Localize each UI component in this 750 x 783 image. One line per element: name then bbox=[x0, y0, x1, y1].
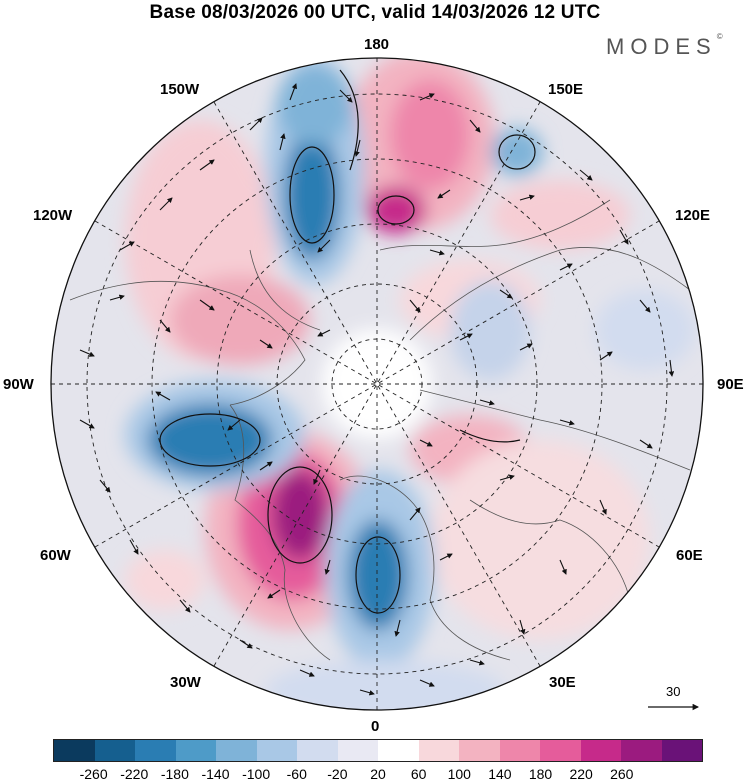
colorbar-swatch bbox=[418, 740, 459, 761]
map-boundary bbox=[50, 57, 704, 711]
colorbar-swatch bbox=[216, 740, 257, 761]
colorbar-swatch bbox=[94, 740, 135, 761]
colorbar-swatch bbox=[54, 740, 95, 761]
lon-label-30w: 30W bbox=[170, 674, 201, 691]
colorbar-tick-label: 100 bbox=[447, 766, 471, 782]
colorbar-swatch bbox=[540, 740, 581, 761]
coastlines bbox=[69, 199, 691, 661]
anomaly-field bbox=[51, 58, 703, 710]
colorbar-tick-label: -140 bbox=[201, 766, 230, 782]
colorbar-tick-label: 180 bbox=[528, 766, 553, 782]
colorbar-tick-label: 140 bbox=[488, 766, 512, 782]
colorbar-swatch bbox=[378, 740, 419, 761]
lon-label-180: 180 bbox=[364, 36, 390, 53]
colorbar bbox=[53, 739, 703, 762]
colorbar-swatch bbox=[175, 740, 216, 761]
colorbar-swatch bbox=[661, 740, 702, 761]
lon-label-90w: 90W bbox=[3, 376, 34, 393]
colorbar-swatch bbox=[499, 740, 540, 761]
brand-name: MODES bbox=[606, 34, 717, 59]
colorbar-swatch bbox=[459, 740, 500, 761]
wind-vectors bbox=[79, 83, 675, 696]
lon-label-120e: 120E bbox=[675, 207, 711, 224]
reference-vector-label: 30 bbox=[666, 684, 681, 699]
lon-label-120w: 120W bbox=[33, 207, 73, 224]
colorbar-tick-label: -60 bbox=[286, 766, 307, 782]
modes-logo: MODES© bbox=[606, 32, 723, 60]
colorbar-swatch bbox=[297, 740, 338, 761]
colorbar-tick-label: -220 bbox=[120, 766, 149, 782]
colorbar-swatch bbox=[135, 740, 176, 761]
lon-label-150w: 150W bbox=[160, 81, 200, 98]
colorbar-tick-label: -20 bbox=[327, 766, 348, 782]
colorbar-tick-label: -180 bbox=[160, 766, 189, 782]
copyright-mark: © bbox=[716, 32, 723, 41]
colorbar-tick-label: 260 bbox=[610, 766, 634, 782]
map-title: Base 08/03/2026 00 UTC, valid 14/03/2026… bbox=[149, 2, 601, 23]
colorbar-swatch bbox=[621, 740, 662, 761]
colorbar-tick-label: 60 bbox=[410, 766, 427, 782]
lon-label-60e: 60E bbox=[676, 547, 703, 564]
lon-label-90e: 90E bbox=[717, 376, 744, 393]
colorbar-tick-label: 20 bbox=[370, 766, 386, 782]
colorbar-tick-label: 220 bbox=[569, 766, 593, 782]
colorbar-swatch bbox=[337, 740, 378, 761]
graticule bbox=[51, 58, 703, 710]
lon-label-60w: 60W bbox=[40, 547, 71, 564]
lon-label-30e: 30E bbox=[549, 674, 576, 691]
colorbar-tick-label: -260 bbox=[79, 766, 108, 782]
colorbar-swatch bbox=[580, 740, 621, 761]
colorbar-swatch bbox=[256, 740, 297, 761]
colorbar-tick-label: -100 bbox=[242, 766, 271, 782]
lon-label-0: 0 bbox=[371, 718, 380, 735]
lon-label-150e: 150E bbox=[548, 81, 584, 98]
